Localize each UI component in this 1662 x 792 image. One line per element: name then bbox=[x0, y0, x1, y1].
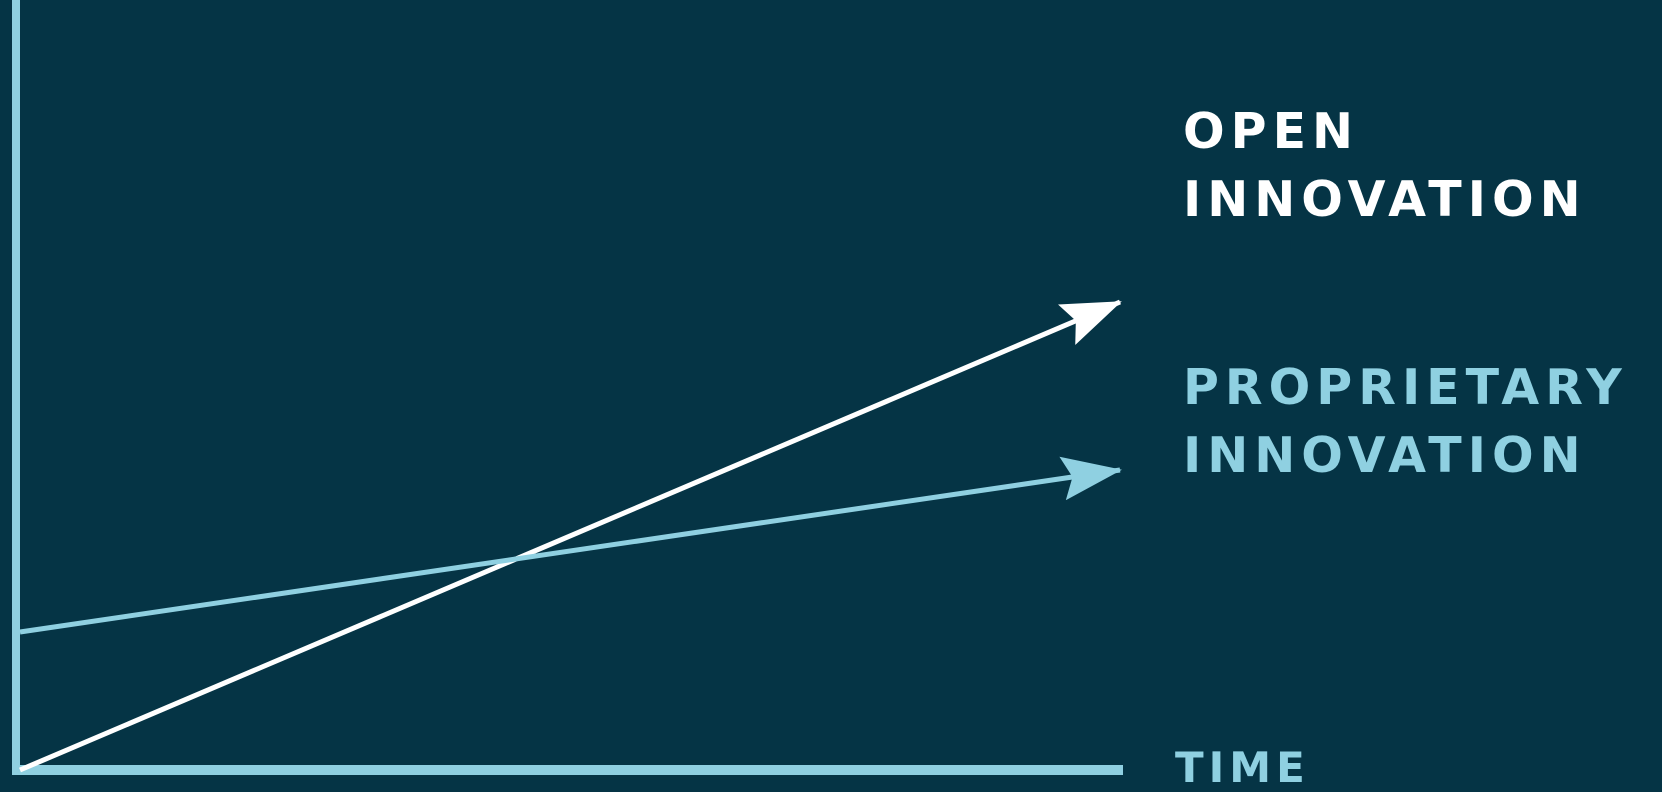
series-label-proprietary-line-1: PROPRIETARY bbox=[1183, 359, 1628, 416]
series-label-open-line-1: OPEN bbox=[1183, 103, 1360, 160]
series-label-open-line-2: INNOVATION bbox=[1183, 171, 1587, 228]
series-label-proprietary-line-2: INNOVATION bbox=[1183, 427, 1587, 484]
series-line-open-innovation bbox=[19, 299, 1122, 773]
series-label-open-innovation: OPEN INNOVATION bbox=[1183, 98, 1587, 234]
series-label-proprietary-innovation: PROPRIETARY INNOVATION bbox=[1183, 354, 1628, 490]
x-axis-label: TIME bbox=[1175, 743, 1310, 792]
series-line-proprietary-innovation bbox=[19, 456, 1122, 635]
series-layer bbox=[19, 299, 1122, 773]
